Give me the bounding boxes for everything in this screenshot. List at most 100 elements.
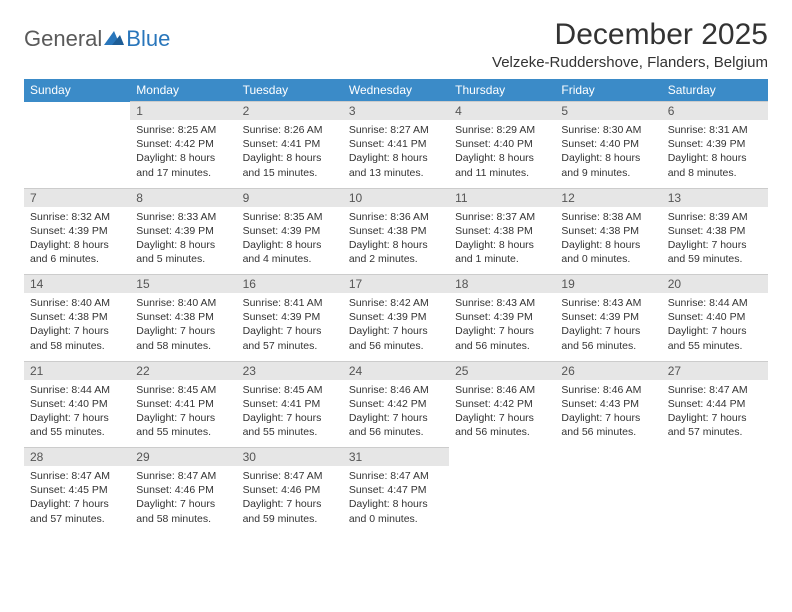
day-body-cell: Sunrise: 8:47 AMSunset: 4:47 PMDaylight:… (343, 466, 449, 534)
day-number-cell (555, 448, 661, 467)
daylight-text: Daylight: 8 hours and 5 minutes. (136, 238, 230, 266)
day-number-cell: 11 (449, 188, 555, 207)
sunrise-text: Sunrise: 8:46 AM (349, 383, 443, 397)
day-body-cell: Sunrise: 8:47 AMSunset: 4:45 PMDaylight:… (24, 466, 130, 534)
day-body-cell: Sunrise: 8:40 AMSunset: 4:38 PMDaylight:… (130, 293, 236, 361)
day-number-cell: 16 (237, 275, 343, 294)
day-number-cell: 14 (24, 275, 130, 294)
day-body-cell: Sunrise: 8:39 AMSunset: 4:38 PMDaylight:… (662, 207, 768, 275)
month-title: December 2025 (492, 18, 768, 52)
day-number-cell: 17 (343, 275, 449, 294)
sunset-text: Sunset: 4:41 PM (136, 397, 230, 411)
daylight-text: Daylight: 8 hours and 9 minutes. (561, 151, 655, 179)
sunrise-text: Sunrise: 8:29 AM (455, 123, 549, 137)
location-subtitle: Velzeke-Ruddershove, Flanders, Belgium (492, 54, 768, 71)
sunset-text: Sunset: 4:39 PM (349, 310, 443, 324)
sunset-text: Sunset: 4:39 PM (455, 310, 549, 324)
weekday-header: Thursday (449, 79, 555, 102)
weekday-header: Sunday (24, 79, 130, 102)
day-body-row: Sunrise: 8:32 AMSunset: 4:39 PMDaylight:… (24, 207, 768, 275)
day-body-cell: Sunrise: 8:45 AMSunset: 4:41 PMDaylight:… (130, 380, 236, 448)
brand-text-blue: Blue (126, 26, 170, 52)
sunrise-text: Sunrise: 8:42 AM (349, 296, 443, 310)
day-body-cell: Sunrise: 8:40 AMSunset: 4:38 PMDaylight:… (24, 293, 130, 361)
day-body-cell (449, 466, 555, 534)
sunrise-text: Sunrise: 8:37 AM (455, 210, 549, 224)
sunrise-text: Sunrise: 8:27 AM (349, 123, 443, 137)
day-body-cell: Sunrise: 8:44 AMSunset: 4:40 PMDaylight:… (662, 293, 768, 361)
sunset-text: Sunset: 4:38 PM (136, 310, 230, 324)
day-body-cell (662, 466, 768, 534)
title-block: December 2025 Velzeke-Ruddershove, Fland… (492, 18, 768, 71)
weekday-header: Monday (130, 79, 236, 102)
sunrise-text: Sunrise: 8:38 AM (561, 210, 655, 224)
sunrise-text: Sunrise: 8:35 AM (243, 210, 337, 224)
day-number-cell: 8 (130, 188, 236, 207)
sunrise-text: Sunrise: 8:44 AM (668, 296, 762, 310)
sunrise-text: Sunrise: 8:47 AM (243, 469, 337, 483)
daylight-text: Daylight: 8 hours and 8 minutes. (668, 151, 762, 179)
sunset-text: Sunset: 4:38 PM (668, 224, 762, 238)
day-number-row: 123456 (24, 102, 768, 121)
daylight-text: Daylight: 7 hours and 59 minutes. (243, 497, 337, 525)
daylight-text: Daylight: 8 hours and 13 minutes. (349, 151, 443, 179)
sunrise-text: Sunrise: 8:39 AM (668, 210, 762, 224)
sunset-text: Sunset: 4:39 PM (136, 224, 230, 238)
sunrise-text: Sunrise: 8:47 AM (668, 383, 762, 397)
day-body-cell: Sunrise: 8:29 AMSunset: 4:40 PMDaylight:… (449, 120, 555, 188)
day-body-cell: Sunrise: 8:35 AMSunset: 4:39 PMDaylight:… (237, 207, 343, 275)
sunrise-text: Sunrise: 8:33 AM (136, 210, 230, 224)
day-number-cell: 7 (24, 188, 130, 207)
sunrise-text: Sunrise: 8:45 AM (136, 383, 230, 397)
day-number-cell: 18 (449, 275, 555, 294)
sunset-text: Sunset: 4:40 PM (668, 310, 762, 324)
day-body-cell: Sunrise: 8:47 AMSunset: 4:46 PMDaylight:… (237, 466, 343, 534)
day-body-cell: Sunrise: 8:37 AMSunset: 4:38 PMDaylight:… (449, 207, 555, 275)
day-number-cell (449, 448, 555, 467)
day-body-cell: Sunrise: 8:44 AMSunset: 4:40 PMDaylight:… (24, 380, 130, 448)
weekday-header: Tuesday (237, 79, 343, 102)
day-body-cell (555, 466, 661, 534)
day-body-cell: Sunrise: 8:46 AMSunset: 4:42 PMDaylight:… (343, 380, 449, 448)
sunset-text: Sunset: 4:42 PM (349, 397, 443, 411)
daylight-text: Daylight: 7 hours and 56 minutes. (561, 411, 655, 439)
day-body-cell: Sunrise: 8:36 AMSunset: 4:38 PMDaylight:… (343, 207, 449, 275)
day-body-row: Sunrise: 8:25 AMSunset: 4:42 PMDaylight:… (24, 120, 768, 188)
day-body-row: Sunrise: 8:47 AMSunset: 4:45 PMDaylight:… (24, 466, 768, 534)
day-number-cell: 20 (662, 275, 768, 294)
day-body-cell: Sunrise: 8:26 AMSunset: 4:41 PMDaylight:… (237, 120, 343, 188)
day-body-cell: Sunrise: 8:25 AMSunset: 4:42 PMDaylight:… (130, 120, 236, 188)
sunset-text: Sunset: 4:38 PM (30, 310, 124, 324)
sunset-text: Sunset: 4:41 PM (349, 137, 443, 151)
sunrise-text: Sunrise: 8:47 AM (30, 469, 124, 483)
day-number-cell: 30 (237, 448, 343, 467)
sunset-text: Sunset: 4:42 PM (136, 137, 230, 151)
sunset-text: Sunset: 4:42 PM (455, 397, 549, 411)
day-number-row: 78910111213 (24, 188, 768, 207)
day-number-cell: 3 (343, 102, 449, 121)
sunrise-text: Sunrise: 8:43 AM (455, 296, 549, 310)
sunrise-text: Sunrise: 8:46 AM (561, 383, 655, 397)
daylight-text: Daylight: 7 hours and 55 minutes. (136, 411, 230, 439)
day-body-cell: Sunrise: 8:47 AMSunset: 4:46 PMDaylight:… (130, 466, 236, 534)
sunrise-text: Sunrise: 8:45 AM (243, 383, 337, 397)
day-number-cell (24, 102, 130, 121)
day-body-cell: Sunrise: 8:43 AMSunset: 4:39 PMDaylight:… (555, 293, 661, 361)
sunset-text: Sunset: 4:39 PM (668, 137, 762, 151)
day-number-cell: 15 (130, 275, 236, 294)
day-number-cell: 19 (555, 275, 661, 294)
weekday-header: Saturday (662, 79, 768, 102)
day-number-cell: 28 (24, 448, 130, 467)
sunset-text: Sunset: 4:40 PM (561, 137, 655, 151)
day-number-cell: 21 (24, 361, 130, 380)
sunset-text: Sunset: 4:45 PM (30, 483, 124, 497)
day-number-cell: 27 (662, 361, 768, 380)
sunset-text: Sunset: 4:39 PM (243, 224, 337, 238)
sunrise-text: Sunrise: 8:32 AM (30, 210, 124, 224)
sunset-text: Sunset: 4:38 PM (349, 224, 443, 238)
day-body-cell: Sunrise: 8:31 AMSunset: 4:39 PMDaylight:… (662, 120, 768, 188)
sunset-text: Sunset: 4:39 PM (561, 310, 655, 324)
day-number-cell: 13 (662, 188, 768, 207)
daylight-text: Daylight: 8 hours and 17 minutes. (136, 151, 230, 179)
weekday-header: Wednesday (343, 79, 449, 102)
